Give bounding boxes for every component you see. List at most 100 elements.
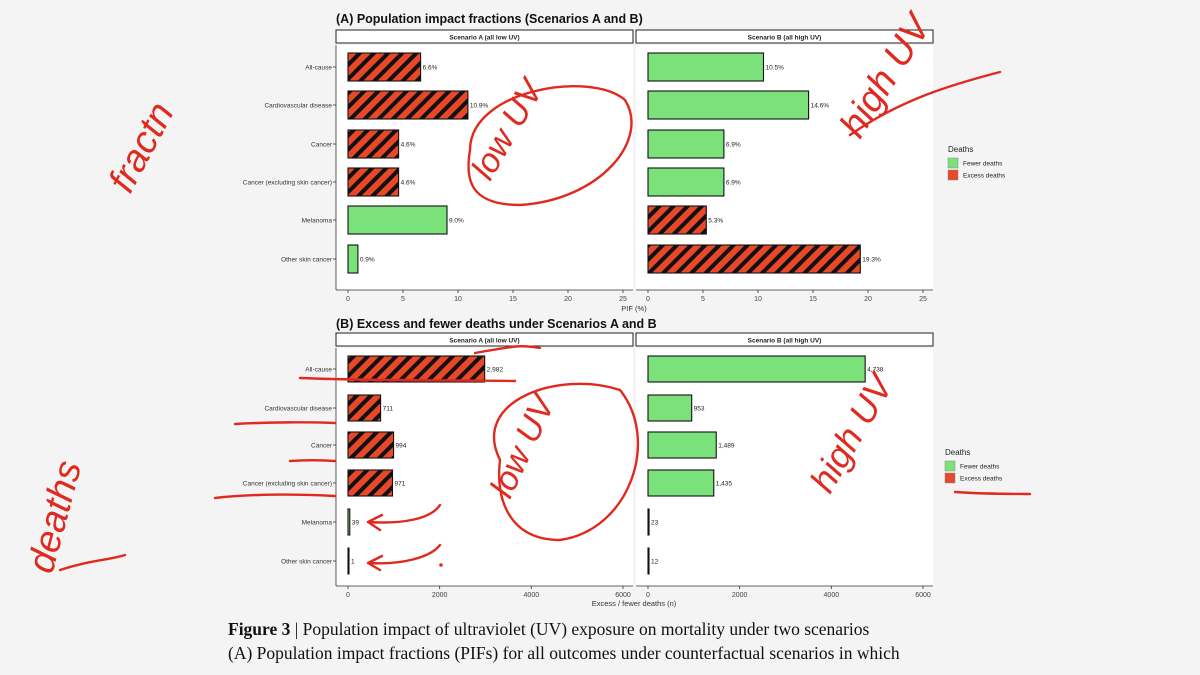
data-label: 6.9% [726, 180, 741, 187]
legend-label: Excess deaths [960, 476, 1003, 483]
plot-area [636, 348, 933, 586]
data-label: 0.9% [360, 257, 375, 264]
x-tick-label: 25 [919, 296, 927, 303]
data-label: 4.6% [401, 180, 416, 187]
x-tick-label: 5 [401, 296, 405, 303]
ink-underline-legend-b [953, 490, 1032, 496]
facet-strip-label: Scenario B (all high UV) [748, 338, 822, 345]
bar-other-skin-cancer [647, 547, 650, 575]
facet-strip [335, 29, 634, 44]
facet-scenario-a: Scenario A (all low UV) 0 5 10 15 20 25 6.6% 10.… [243, 29, 634, 303]
data-label: 5.3% [708, 218, 723, 225]
data-label: 1 [351, 559, 355, 566]
facet-strip [635, 332, 934, 347]
data-label: 971 [395, 481, 406, 488]
data-label: 10.9% [470, 103, 489, 110]
bar-all-cause [347, 52, 422, 82]
x-tick-label: 0 [346, 296, 350, 303]
legend-swatch-excess [944, 472, 956, 484]
category-label: Cancer [311, 142, 333, 149]
category-label: Melanoma [302, 520, 333, 527]
facet-strip [335, 332, 634, 347]
chart-title: (A) Population impact fractions (Scenari… [336, 12, 643, 26]
x-axis-title: Excess / fewer deaths (n) [592, 599, 677, 608]
bar-melanoma [347, 205, 448, 235]
x-tick-label: 0 [646, 296, 650, 303]
data-label: 711 [383, 406, 394, 413]
category-label: Cardiovascular disease [264, 103, 332, 110]
bar-all-cause [347, 355, 486, 383]
legend-swatch-fewer [947, 157, 959, 169]
category-label: All-cause [305, 367, 332, 374]
category-label: Cancer (excluding skin cancer) [243, 180, 332, 187]
category-label: Other skin cancer [281, 257, 333, 264]
bar-cardiovascular-disease [347, 90, 469, 120]
category-label: Cancer (excluding skin cancer) [243, 481, 332, 488]
bar-cardiovascular-disease [347, 394, 382, 422]
bar-cancer-excluding-skin-cancer [647, 469, 715, 497]
facet-strip-label: Scenario A (all low UV) [449, 338, 519, 345]
bar-cancer-excluding-skin-cancer [347, 167, 400, 197]
x-tick-label: 0 [646, 592, 650, 599]
ink-underline-high-uv-a [848, 70, 1002, 137]
ink-underline-all-cause [298, 376, 517, 383]
data-label: 23 [651, 520, 659, 527]
x-tick-label: 20 [864, 296, 872, 303]
bar-melanoma [347, 508, 351, 536]
data-label: 4,738 [867, 367, 884, 374]
data-label: 12 [651, 559, 659, 566]
bar-cancer [647, 431, 717, 459]
bar-melanoma [647, 508, 650, 536]
chart-title: (B) Excess and fewer deaths under Scenar… [336, 317, 657, 331]
bar-cardiovascular-disease [647, 90, 810, 120]
ink-underline-cancer [288, 459, 337, 463]
x-tick-label: 4000 [824, 592, 840, 599]
data-label: 1,435 [716, 481, 733, 488]
x-tick-label: 2000 [732, 592, 748, 599]
data-label: 39 [352, 520, 360, 527]
caption-figure-label: Figure 3 [228, 619, 291, 639]
data-label: 953 [694, 406, 705, 413]
ink-arrow-melanoma [366, 503, 442, 532]
category-label: All-cause [305, 65, 332, 72]
ink-underline-deaths [58, 553, 127, 572]
chart-panel-b: (B) Excess and fewer deaths under Scenar… [243, 317, 934, 608]
caption-line-2: (A) Population impact fractions (PIFs) f… [228, 643, 900, 663]
x-tick-label: 10 [754, 296, 762, 303]
ink-underline-cardio [233, 421, 337, 426]
ink-word-deaths: deaths [20, 456, 90, 577]
x-tick-label: 15 [509, 296, 517, 303]
facet-strip-label: Scenario B (all high UV) [748, 35, 822, 42]
data-label: 1,489 [718, 443, 735, 450]
bar-other-skin-cancer [347, 244, 359, 274]
category-label: Cancer [311, 443, 333, 450]
facet-scenario-b: Scenario B (all high UV) 0 2000 4000 6000 4,7… [635, 332, 934, 599]
data-label: 4.6% [401, 142, 416, 149]
bar-cardiovascular-disease [647, 394, 693, 422]
x-tick-label: 5 [701, 296, 705, 303]
x-tick-label: 4000 [524, 592, 540, 599]
data-label: 19.3% [862, 257, 881, 264]
caption-text-1: | Population impact of ultraviolet (UV) … [290, 619, 870, 639]
ink-stroke-title-b [473, 344, 542, 355]
ink-ellipse-a [467, 85, 633, 207]
x-tick-label: 20 [564, 296, 572, 303]
bar-cancer [647, 129, 725, 159]
facet-strip-label: Scenario A (all low UV) [449, 35, 519, 42]
legend-title: Deaths [948, 145, 973, 154]
legend-panel-a: Deaths Fewer deaths Excess deaths [947, 145, 1006, 181]
ink-underline-cancer-excl [213, 493, 337, 500]
data-label: 9.0% [449, 218, 464, 225]
x-tick-label: 2000 [432, 592, 448, 599]
legend-label: Fewer deaths [963, 161, 1003, 168]
x-tick-label: 15 [809, 296, 817, 303]
legend-label: Excess deaths [963, 173, 1006, 180]
data-label: 6.9% [726, 142, 741, 149]
data-label: 2,982 [487, 367, 504, 374]
data-label: 14.6% [811, 103, 830, 110]
bar-other-skin-cancer [647, 244, 861, 274]
bar-melanoma [647, 205, 707, 235]
data-label: 994 [396, 443, 407, 450]
facet-scenario-b: Scenario B (all high UV) 0 5 10 15 20 25 10.5% 1… [635, 29, 934, 303]
